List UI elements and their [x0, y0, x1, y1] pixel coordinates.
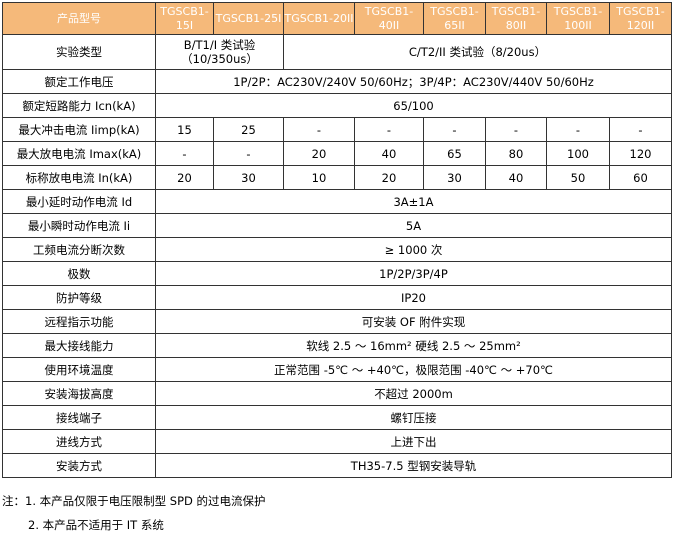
row-value: IP20: [155, 285, 672, 310]
spec-table: 产品型号 TGSCB1-15I TGSCB1-25I TGSCB1-20II T…: [2, 2, 672, 478]
table-row: 接线端子 螺钉压接: [2, 405, 672, 430]
row-value: 螺钉压接: [155, 405, 672, 430]
table-row: 标称放电电流 In(kA) 20 30 10 20 30 40 50 60: [2, 165, 672, 190]
type2-cell: C/T2/II 类试验（8/20us）: [283, 34, 672, 70]
row-label: 接线端子: [2, 405, 156, 430]
row-label: 远程指示功能: [2, 309, 156, 334]
row-label: 安装方式: [2, 453, 156, 478]
row-value: 30: [423, 165, 486, 190]
row-value: -: [354, 117, 424, 142]
table-row: 防护等级 IP20: [2, 285, 672, 310]
row-value: -: [283, 117, 355, 142]
model-header: TGSCB1-65II: [423, 2, 486, 35]
table-row: 使用环境温度 正常范围 -5℃ ～ +40℃，极限范围 -40℃ ～ +70℃: [2, 357, 672, 382]
row-value: TH35-7.5 型钢安装导轨: [155, 453, 672, 478]
row-value: 可安装 OF 附件实现: [155, 309, 672, 334]
row-value: 60: [609, 165, 672, 190]
row-value: 65/100: [155, 93, 672, 118]
row-value: -: [609, 117, 672, 142]
row-label: 安装海拔高度: [2, 381, 156, 406]
row-label: 工频电流分断次数: [2, 237, 156, 262]
model-header: TGSCB1-25I: [213, 2, 284, 35]
row-value: 100: [546, 141, 610, 166]
note-1: 注：1. 本产品仅限于电压限制型 SPD 的过电流保护: [2, 494, 266, 508]
model-header: TGSCB1-100II: [546, 2, 610, 35]
row-value: 软线 2.5 ～ 16mm² 硬线 2.5 ～ 25mm²: [155, 333, 672, 358]
table-row: 极数 1P/2P/3P/4P: [2, 261, 672, 286]
model-header: TGSCB1-80II: [485, 2, 547, 35]
row-value: 1P/2P：AC230V/240V 50/60Hz；3P/4P：AC230V/4…: [155, 69, 672, 94]
row-value: 40: [354, 141, 424, 166]
table-row: 远程指示功能 可安装 OF 附件实现: [2, 309, 672, 334]
model-header: TGSCB1-15I: [155, 2, 214, 35]
table-row: 最小延时动作电流 Id 3A±1A: [2, 189, 672, 214]
row-label: 标称放电电流 In(kA): [2, 165, 156, 190]
row-label: 额定短路能力 Icn(kA): [2, 93, 156, 118]
table-row: 工频电流分断次数 ≥ 1000 次: [2, 237, 672, 262]
row-label: 最大放电电流 Imax(kA): [2, 141, 156, 166]
type1-line1: B/T1/I 类试验: [183, 38, 256, 52]
table-row: 最大放电电流 Imax(kA) - -20 40 65 80 100 120: [2, 141, 672, 166]
row-label: 额定工作电压: [2, 69, 156, 94]
row-value: 30: [213, 165, 284, 190]
row-value: 50: [546, 165, 610, 190]
table-row: 实验类型 B/T1/I 类试验 （10/350us） C/T2/II 类试验（8/…: [2, 34, 672, 70]
row-value: 65: [423, 141, 486, 166]
table-row: 最大接线能力 软线 2.5 ～ 16mm² 硬线 2.5 ～ 25mm²: [2, 333, 672, 358]
row-value: -: [213, 141, 284, 166]
row-value: 10: [283, 165, 355, 190]
row-value: 80: [485, 141, 547, 166]
row-value: 不超过 2000m: [155, 381, 672, 406]
row-value: 15: [155, 117, 214, 142]
notes: 注：1. 本产品仅限于电压限制型 SPD 的过电流保护 2. 本产品不适用于 I…: [2, 489, 266, 537]
model-header: TGSCB1-40II: [354, 2, 424, 35]
row-value: 正常范围 -5℃ ～ +40℃，极限范围 -40℃ ～ +70℃: [155, 357, 672, 382]
row-value: -: [423, 117, 486, 142]
table-row: 安装方式 TH35-7.5 型钢安装导轨: [2, 453, 672, 478]
row-label: 使用环境温度: [2, 357, 156, 382]
row-label: 最大冲击电流 Iimp(kA): [2, 117, 156, 142]
header-row: 产品型号 TGSCB1-15I TGSCB1-25I TGSCB1-20II T…: [2, 2, 672, 35]
row-label: 最大接线能力: [2, 333, 156, 358]
table-row: 额定工作电压 1P/2P：AC230V/240V 50/60Hz；3P/4P：AC…: [2, 69, 672, 94]
row-value: 20: [354, 165, 424, 190]
row-value: 20: [283, 141, 355, 166]
table-row: 进线方式 上进下出: [2, 429, 672, 454]
row-value: 1P/2P/3P/4P: [155, 261, 672, 286]
row-value: 120: [609, 141, 672, 166]
row-label: 实验类型: [2, 34, 156, 70]
table-row: 额定短路能力 Icn(kA) 65/100: [2, 93, 672, 118]
type1-line2: （10/350us）: [181, 52, 258, 66]
table-row: 最大冲击电流 Iimp(kA) 15 25- - - - - -: [2, 117, 672, 142]
row-value: -: [546, 117, 610, 142]
row-label: 进线方式: [2, 429, 156, 454]
row-value: 3A±1A: [155, 189, 672, 214]
row-label: 最小瞬时动作电流 Ii: [2, 213, 156, 238]
row-label: 最小延时动作电流 Id: [2, 189, 156, 214]
row-value: 25: [213, 117, 284, 142]
row-value: 上进下出: [155, 429, 672, 454]
row-value: 5A: [155, 213, 672, 238]
table-row: 最小瞬时动作电流 Ii 5A: [2, 213, 672, 238]
row-label: 防护等级: [2, 285, 156, 310]
table-row: 安装海拔高度 不超过 2000m: [2, 381, 672, 406]
row-value: ≥ 1000 次: [155, 237, 672, 262]
note-2: 2. 本产品不适用于 IT 系统: [28, 518, 164, 532]
model-header: TGSCB1-120II: [609, 2, 672, 35]
model-header: TGSCB1-20II: [283, 2, 355, 35]
type1-cell: B/T1/I 类试验 （10/350us）: [155, 34, 284, 70]
row-value: -: [485, 117, 547, 142]
row-label: 极数: [2, 261, 156, 286]
header-label: 产品型号: [2, 2, 156, 35]
row-value: -: [155, 141, 214, 166]
row-value: 20: [155, 165, 214, 190]
row-value: 40: [485, 165, 547, 190]
